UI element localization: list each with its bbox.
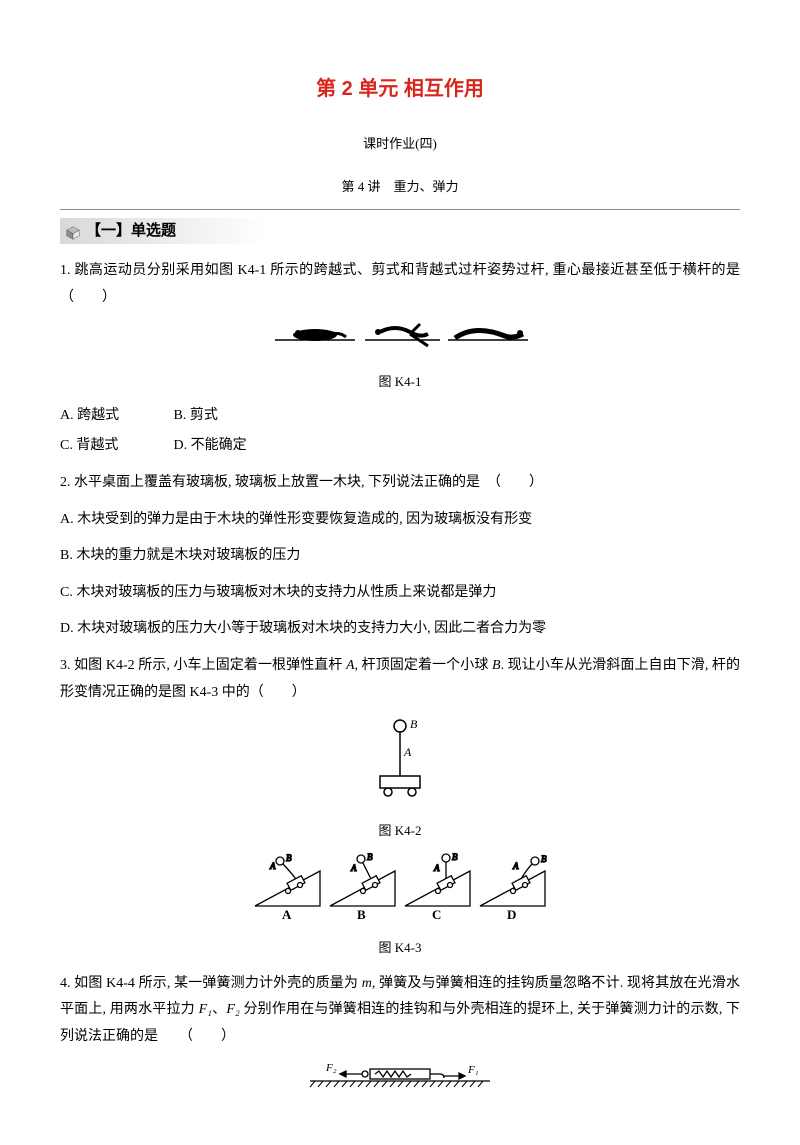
- q1-opts-row1: A. 跨越式 B. 剪式: [60, 403, 740, 430]
- q1-opts-row2: C. 背越式 D. 不能确定: [60, 433, 740, 460]
- q2-text: 2. 水平桌面上覆盖有玻璃板, 玻璃板上放置一木块, 下列说法正确的是 （ ）: [60, 470, 740, 497]
- svg-text:F₂: F₂: [325, 1062, 337, 1074]
- q2-opt-c: C. 木块对玻璃板的压力与玻璃板对木块的支持力从性质上来说都是弹力: [60, 580, 740, 607]
- svg-text:A: A: [433, 863, 440, 873]
- svg-text:B: B: [367, 852, 373, 862]
- q1-opt-c: C. 背越式: [60, 433, 170, 460]
- svg-text:B: B: [357, 907, 366, 921]
- svg-text:D: D: [507, 907, 516, 921]
- q4-text: 4. 如图 K4-4 所示, 某一弹簧测力计外壳的质量为 m, 弹簧及与弹簧相连…: [60, 971, 740, 1051]
- q3-text: 3. 如图 K4-2 所示, 小车上固定着一根弹性直杆 A, 杆顶固定着一个小球…: [60, 653, 740, 706]
- svg-text:C: C: [432, 907, 441, 921]
- svg-text:B: B: [410, 717, 418, 731]
- page-title: 第 2 单元 相互作用: [60, 70, 740, 108]
- svg-text:A: A: [512, 861, 519, 871]
- q3-figure-1: B A: [60, 714, 740, 815]
- q3-fig2-label: 图 K4-3: [60, 936, 740, 961]
- q1-opt-d: D. 不能确定: [174, 433, 284, 460]
- q2-opt-b: B. 木块的重力就是木块对玻璃板的压力: [60, 543, 740, 570]
- svg-text:F₁: F₁: [467, 1064, 479, 1076]
- q1-opt-b: B. 剪式: [174, 403, 284, 430]
- svg-text:B: B: [286, 853, 292, 863]
- section-label: 【一】单选题: [86, 217, 176, 246]
- svg-text:A: A: [282, 907, 292, 921]
- lecture-line: 第 4 讲 重力、弹力: [60, 175, 740, 200]
- q1-text: 1. 跳高运动员分别采用如图 K4-1 所示的跨越式、剪式和背越式过杆姿势过杆,…: [60, 258, 740, 311]
- svg-text:B: B: [452, 852, 458, 862]
- svg-text:B: B: [541, 854, 547, 864]
- section-heading: 【一】单选题: [60, 218, 740, 244]
- subtitle: 课时作业(四): [60, 132, 740, 157]
- q3-fig1-label: 图 K4-2: [60, 819, 740, 844]
- divider: [60, 209, 740, 210]
- cube-icon: [66, 224, 80, 238]
- svg-text:A: A: [403, 745, 412, 759]
- q1-figure: [60, 320, 740, 367]
- svg-text:A: A: [350, 863, 357, 873]
- q1-fig-label: 图 K4-1: [60, 370, 740, 395]
- q1-opt-a: A. 跨越式: [60, 403, 170, 430]
- q3-figure-2: A B A B: [60, 851, 740, 932]
- svg-text:A: A: [269, 861, 276, 871]
- q2-opt-d: D. 木块对玻璃板的压力大小等于玻璃板对木块的支持力大小, 因此二者合力为零: [60, 616, 740, 643]
- q2-opt-a: A. 木块受到的弹力是由于木块的弹性形变要恢复造成的, 因为玻璃板没有形变: [60, 507, 740, 534]
- q4-figure: F₂ F₁: [60, 1059, 740, 1102]
